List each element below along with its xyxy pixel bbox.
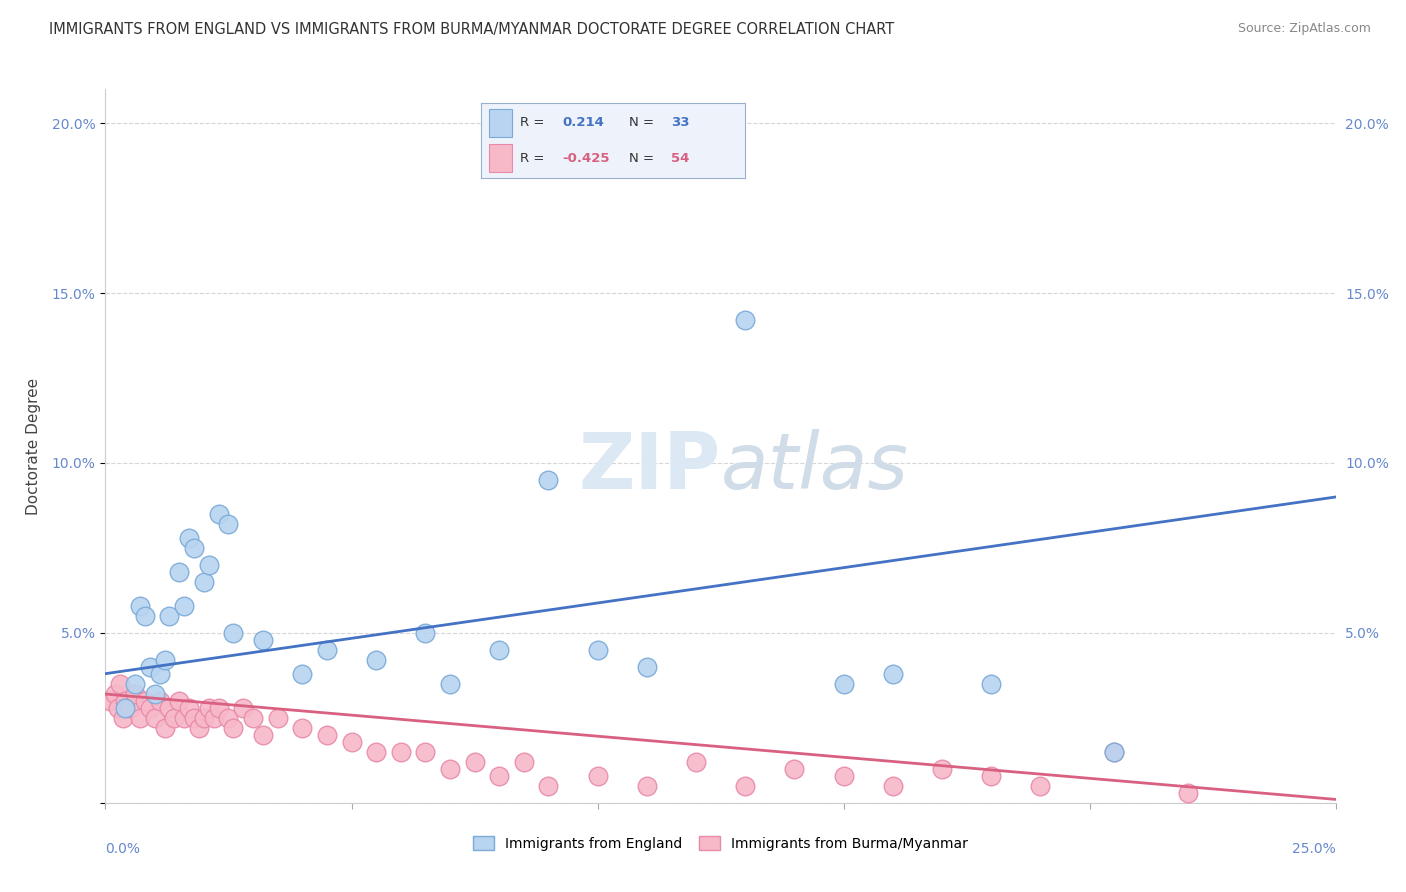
Point <box>193 711 215 725</box>
Point <box>832 769 855 783</box>
Point <box>685 755 707 769</box>
Text: ZIP: ZIP <box>578 429 721 506</box>
Point <box>114 700 136 714</box>
Point <box>586 643 609 657</box>
Point <box>1104 745 1126 759</box>
Text: 0.0%: 0.0% <box>105 842 141 856</box>
Point <box>197 700 221 714</box>
Point <box>208 700 231 714</box>
Text: Source: ZipAtlas.com: Source: ZipAtlas.com <box>1237 22 1371 36</box>
Point <box>537 779 560 793</box>
Point <box>931 762 953 776</box>
Point <box>143 687 166 701</box>
Point <box>464 755 486 769</box>
Point <box>179 531 201 545</box>
Point <box>202 711 225 725</box>
Point <box>173 599 195 613</box>
Y-axis label: Doctorate Degree: Doctorate Degree <box>25 377 41 515</box>
Point <box>218 711 240 725</box>
Text: IMMIGRANTS FROM ENGLAND VS IMMIGRANTS FROM BURMA/MYANMAR DOCTORATE DEGREE CORREL: IMMIGRANTS FROM ENGLAND VS IMMIGRANTS FR… <box>49 22 894 37</box>
Point <box>179 700 201 714</box>
Point <box>366 745 388 759</box>
Point <box>153 653 176 667</box>
Point <box>218 517 240 532</box>
Point <box>183 541 205 555</box>
Point <box>513 755 536 769</box>
Point <box>980 677 1002 691</box>
Point <box>1104 745 1126 759</box>
Point <box>267 711 290 725</box>
Text: 25.0%: 25.0% <box>1292 842 1336 856</box>
Point <box>636 779 658 793</box>
Point <box>129 599 152 613</box>
Point <box>636 660 658 674</box>
Point <box>1177 786 1199 800</box>
Point <box>159 608 181 623</box>
Point <box>169 565 191 579</box>
Point <box>124 687 146 701</box>
Point <box>139 660 162 674</box>
Legend: Immigrants from England, Immigrants from Burma/Myanmar: Immigrants from England, Immigrants from… <box>468 830 973 856</box>
Point <box>134 694 156 708</box>
Point <box>124 677 146 691</box>
Point <box>222 721 245 735</box>
Point <box>159 700 181 714</box>
Point <box>389 745 412 759</box>
Point <box>242 711 264 725</box>
Point <box>586 769 609 783</box>
Point <box>169 694 191 708</box>
Point <box>980 769 1002 783</box>
Point <box>439 762 461 776</box>
Point <box>114 694 136 708</box>
Point <box>134 608 156 623</box>
Point <box>173 711 195 725</box>
Point <box>488 643 510 657</box>
Point <box>197 558 221 572</box>
Text: atlas: atlas <box>721 429 908 506</box>
Point <box>291 721 314 735</box>
Point <box>366 653 388 667</box>
Point <box>188 721 211 735</box>
Point <box>107 700 129 714</box>
Point <box>149 666 172 681</box>
Point <box>104 687 127 701</box>
Point <box>98 694 122 708</box>
Point <box>143 711 166 725</box>
Point <box>110 677 132 691</box>
Point <box>415 626 437 640</box>
Point <box>488 769 510 783</box>
Point <box>232 700 254 714</box>
Point <box>252 632 274 647</box>
Point <box>783 762 806 776</box>
Point <box>734 313 756 327</box>
Point <box>129 711 152 725</box>
Point <box>208 507 231 521</box>
Point <box>222 626 245 640</box>
Point <box>340 734 363 748</box>
Point <box>315 728 337 742</box>
Point <box>149 694 172 708</box>
Point <box>537 473 560 487</box>
Point <box>139 700 162 714</box>
Point <box>111 711 134 725</box>
Point <box>882 666 904 681</box>
Point <box>163 711 186 725</box>
Point <box>291 666 314 681</box>
Point <box>183 711 205 725</box>
Point <box>415 745 437 759</box>
Point <box>439 677 461 691</box>
Point <box>120 700 141 714</box>
Point <box>315 643 337 657</box>
Point <box>734 779 756 793</box>
Point <box>153 721 176 735</box>
Point <box>1029 779 1052 793</box>
Point <box>832 677 855 691</box>
Point <box>252 728 274 742</box>
Point <box>882 779 904 793</box>
Point <box>193 574 215 589</box>
